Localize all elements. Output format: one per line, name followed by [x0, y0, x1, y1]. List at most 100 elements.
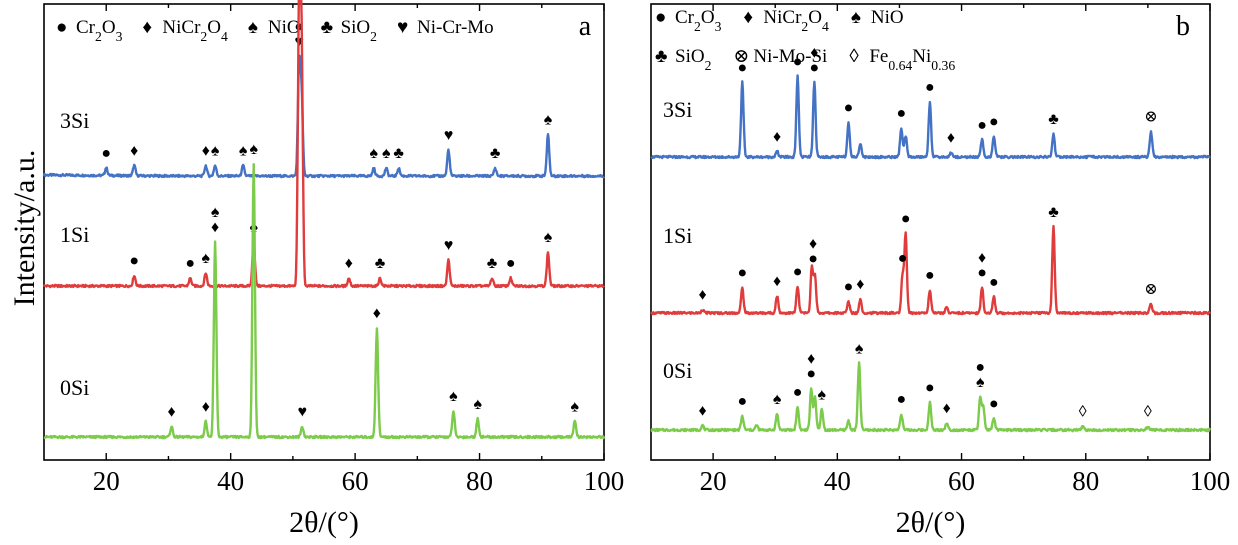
legend-symbol: ♠ — [248, 17, 258, 38]
phase-marker: ♦ — [167, 404, 175, 421]
phase-marker: ♠ — [202, 250, 211, 267]
phase-marker: ♠ — [818, 386, 827, 403]
legend-label: NiO — [268, 17, 301, 38]
phase-marker: ● — [737, 59, 747, 76]
legend-label: SiO2 — [675, 46, 712, 73]
phase-marker: ♦ — [943, 400, 951, 417]
phase-marker: ● — [844, 100, 854, 117]
phase-marker: ● — [506, 255, 516, 272]
phase-marker: ⊗ — [1144, 109, 1157, 126]
x-tick-label: 20 — [700, 466, 727, 496]
legend-symbol: ● — [655, 7, 666, 28]
phase-marker: ♠ — [571, 398, 580, 415]
legend-symbol: ♥ — [397, 17, 408, 38]
phase-marker: ● — [977, 265, 987, 282]
phase-marker: ● — [975, 359, 985, 376]
phase-marker: ♠ — [211, 204, 220, 221]
phase-marker: ♥ — [444, 127, 454, 144]
phase-marker: ● — [925, 379, 935, 396]
phase-marker: ♠ — [239, 143, 248, 160]
phase-marker: ♦ — [978, 250, 986, 267]
phase-marker: ◊ — [1079, 404, 1087, 421]
phase-marker: ♠ — [370, 145, 379, 162]
phase-marker: ● — [793, 384, 803, 401]
phase-marker: ♠ — [473, 396, 482, 413]
phase-marker: ● — [810, 59, 820, 76]
phase-marker: ♥ — [444, 237, 454, 254]
phase-marker: ♣ — [487, 255, 498, 272]
legend-label: NiCr2O4 — [162, 17, 228, 44]
phase-marker: ♠ — [449, 388, 458, 405]
phase-marker: ● — [101, 145, 111, 162]
phase-marker: ♦ — [345, 255, 353, 272]
phase-marker: ♦ — [202, 398, 210, 415]
phase-marker: ♠ — [976, 374, 985, 391]
phase-marker: ♦ — [698, 287, 706, 304]
phase-marker: ♦ — [773, 273, 781, 290]
series-label: 0Si — [663, 358, 692, 383]
phase-marker: ⊗ — [1144, 281, 1157, 298]
phase-marker: ♦ — [211, 219, 219, 236]
phase-marker: ♠ — [855, 340, 864, 357]
phase-marker: ● — [901, 210, 911, 227]
panel-b: 20 40 60 80 100 2θ/(°) b ● Cr2O3 ♦ NiCr2O4 ♠ NiO ♣ SiO… — [650, 3, 1231, 539]
series-label: 1Si — [663, 223, 692, 248]
phase-marker: ● — [925, 79, 935, 96]
series-label: 1Si — [60, 222, 89, 247]
legend-symbol: ● — [56, 17, 67, 38]
phase-marker: ● — [737, 265, 747, 282]
phase-marker: ♠ — [773, 391, 782, 408]
legend-label: NiCr2O4 — [763, 7, 829, 34]
phase-marker: ♦ — [947, 129, 955, 146]
phase-marker: ● — [737, 393, 747, 410]
phase-marker: ● — [129, 253, 139, 270]
phase-marker: ♥ — [297, 404, 307, 421]
phase-marker: ♣ — [490, 145, 501, 162]
phase-marker: ♦ — [856, 276, 864, 293]
phase-marker: ♠ — [249, 141, 258, 158]
phase-marker: ♣ — [375, 255, 386, 272]
phase-marker: ● — [989, 113, 999, 130]
legend-label: Ni-Mo-Si — [753, 46, 827, 67]
legend-symbol: ♠ — [851, 7, 861, 28]
phase-marker: ● — [808, 251, 818, 268]
phase-marker: ♦ — [698, 402, 706, 419]
phase-marker: ● — [989, 396, 999, 413]
x-tick-label: 80 — [466, 466, 493, 496]
phase-marker: ♠ — [544, 111, 553, 128]
phase-marker: ♦ — [202, 143, 210, 160]
panel-a: 20 40 60 80 100 2θ/(°) a ● Cr2O3 ♦ NiCr2O4 ♠ NiO ♣ SiO… — [42, 0, 625, 539]
series-line-1Si — [650, 224, 1211, 316]
series-label: 0Si — [60, 375, 89, 400]
phase-marker: ♦ — [810, 44, 818, 61]
x-tick-label: 100 — [584, 466, 625, 496]
series-line-0Si — [43, 162, 606, 440]
x-tick-label: 60 — [342, 466, 369, 496]
x-tick-label: 100 — [1190, 466, 1231, 496]
phase-marker: ● — [185, 255, 195, 272]
series-line-3Si — [42, 54, 605, 179]
phase-marker: ♣ — [393, 145, 404, 162]
phase-marker: ♦ — [130, 143, 138, 160]
plot-frame — [650, 3, 1211, 461]
x-tick-label: 40 — [217, 466, 244, 496]
legend-symbol: ♦ — [743, 7, 753, 28]
phase-marker: ● — [896, 105, 906, 122]
phase-marker: ◊ — [1144, 404, 1152, 421]
legend-label: NiO — [871, 7, 904, 28]
series-line-0Si — [650, 361, 1212, 433]
x-tick-label: 60 — [948, 466, 975, 496]
series-label: 3Si — [663, 97, 692, 122]
phase-marker: ♠ — [211, 143, 220, 160]
legend-label: Cr2O3 — [76, 17, 123, 44]
x-tick-label: 20 — [93, 466, 120, 496]
phase-marker: ♣ — [1048, 204, 1059, 221]
phase-marker: ● — [844, 279, 854, 296]
legend-symbol: ♣ — [655, 46, 667, 67]
x-axis-label: 2θ/(°) — [896, 506, 966, 539]
legend-symbol: ♣ — [321, 17, 333, 38]
phase-marker: ♠ — [382, 145, 391, 162]
series-line-3Si — [650, 74, 1211, 160]
y-axis-label: Intensity/a.u. — [8, 150, 41, 307]
